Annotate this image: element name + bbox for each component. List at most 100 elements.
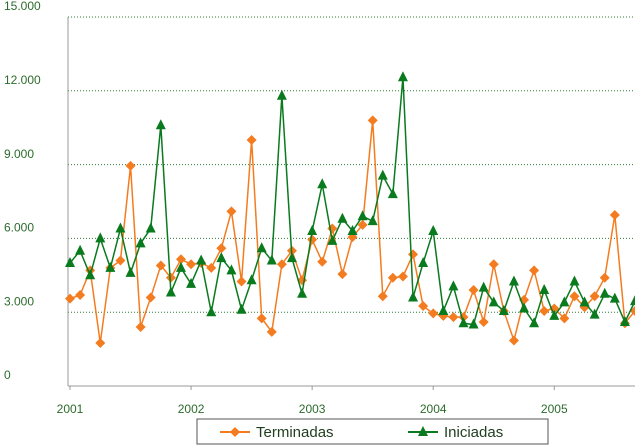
data-point	[175, 261, 186, 272]
data-point	[105, 261, 116, 272]
data-point	[186, 277, 197, 288]
data-point	[216, 252, 227, 263]
data-point	[448, 280, 459, 291]
data-point	[155, 260, 166, 271]
data-point	[85, 269, 96, 280]
y-tick-label: 3.000	[4, 294, 34, 308]
data-point	[65, 293, 75, 304]
data-point	[276, 259, 287, 270]
data-point	[428, 308, 439, 319]
data-point	[468, 285, 479, 296]
data-point	[519, 302, 530, 313]
data-point	[387, 188, 398, 199]
data-point	[609, 292, 620, 303]
data-point	[276, 89, 287, 100]
data-point	[619, 316, 630, 327]
x-tick-label: 2004	[420, 402, 447, 416]
data-point	[367, 115, 378, 126]
data-point	[307, 225, 318, 236]
data-point	[559, 313, 570, 324]
data-point	[478, 317, 489, 328]
data-point	[498, 304, 509, 315]
data-point	[438, 304, 449, 315]
x-tick-label: 2005	[541, 402, 568, 416]
data-point	[478, 281, 489, 292]
data-point	[428, 225, 439, 236]
data-point	[115, 222, 126, 233]
data-point	[155, 119, 166, 130]
data-point	[529, 265, 540, 276]
data-point	[266, 254, 277, 265]
data-point	[226, 264, 237, 275]
data-point	[317, 178, 328, 189]
data-point	[397, 71, 408, 82]
data-point	[458, 317, 469, 328]
data-point	[125, 160, 136, 171]
data-point	[539, 284, 550, 295]
y-tick-label: 6.000	[4, 221, 34, 235]
data-point	[408, 291, 419, 302]
data-point	[165, 272, 176, 283]
x-tick-label: 2002	[178, 402, 205, 416]
data-point	[327, 234, 338, 245]
data-point	[579, 296, 590, 307]
data-point	[418, 257, 429, 267]
data-point	[357, 210, 368, 221]
data-point	[377, 169, 388, 180]
y-tick-label: 12.000	[4, 73, 41, 87]
data-point	[559, 296, 570, 307]
data-point	[95, 232, 106, 243]
data-point	[236, 276, 247, 287]
data-point	[357, 219, 368, 230]
data-point	[297, 287, 308, 298]
data-point	[630, 305, 635, 316]
data-point	[115, 255, 126, 266]
data-point	[286, 252, 297, 263]
data-point	[145, 292, 156, 303]
data-point	[246, 135, 257, 145]
data-point	[256, 242, 267, 253]
legend-label: Iniciadas	[444, 424, 503, 441]
data-point	[408, 249, 419, 260]
data-point	[609, 210, 620, 221]
data-point	[196, 254, 207, 265]
data-point	[317, 256, 328, 267]
data-point	[529, 317, 540, 328]
data-point	[206, 306, 217, 317]
data-point	[377, 291, 388, 302]
x-tick-label: 2003	[299, 402, 326, 416]
data-point	[206, 262, 217, 273]
data-point	[145, 222, 156, 233]
data-point	[347, 225, 358, 236]
data-point	[135, 321, 146, 332]
data-point	[75, 244, 86, 255]
data-point	[175, 254, 186, 265]
data-point	[337, 269, 348, 280]
data-point	[135, 237, 146, 248]
data-point	[549, 309, 560, 320]
data-point	[307, 234, 318, 245]
data-point	[569, 291, 580, 302]
y-tick-label: 0	[4, 368, 11, 382]
y-tick-label: 9.000	[4, 147, 34, 161]
data-point	[95, 337, 106, 348]
data-point	[599, 272, 610, 283]
data-point	[599, 287, 610, 298]
data-point	[508, 275, 519, 286]
data-point	[508, 335, 519, 346]
legend-box	[196, 418, 549, 445]
legend-marker	[230, 427, 240, 437]
data-point	[165, 286, 176, 297]
data-point	[448, 312, 459, 323]
data-point	[589, 308, 600, 319]
legend-label: Terminadas	[256, 424, 334, 441]
data-point	[266, 326, 277, 337]
data-point	[468, 318, 479, 329]
data-point	[630, 295, 635, 306]
data-point	[488, 259, 499, 270]
data-point	[569, 275, 580, 286]
data-point	[246, 274, 257, 285]
data-point	[226, 206, 237, 217]
